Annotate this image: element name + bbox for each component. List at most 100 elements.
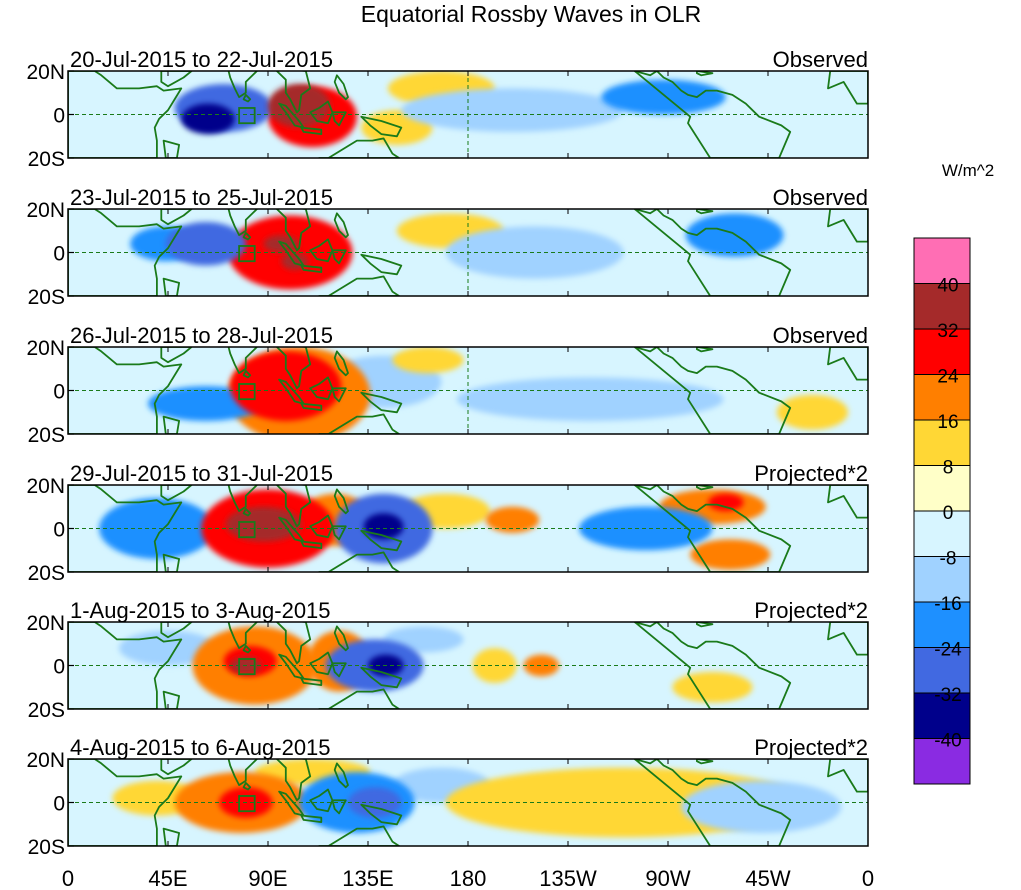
colorbar-swatch <box>913 738 971 785</box>
coastline <box>333 350 349 377</box>
coastline <box>160 347 193 364</box>
colorbar-label: 24 <box>937 367 959 388</box>
reference-box <box>238 107 256 125</box>
panel-kind: Projected*2 <box>754 598 868 623</box>
coastline <box>633 71 792 158</box>
panel-kind: Observed <box>773 185 868 210</box>
anomaly-field <box>68 485 868 572</box>
coastline <box>68 622 183 709</box>
coastline <box>360 803 403 826</box>
anomaly-blob <box>401 88 624 132</box>
coastline <box>696 622 714 628</box>
y-tick-label: 20N <box>26 475 65 498</box>
coastlines <box>68 485 868 572</box>
coastline <box>162 277 181 296</box>
panel-stack: 20N 0 20S 20-Jul-2015 to 22-Jul-2015 Observe… <box>26 47 869 859</box>
coastline <box>68 485 183 572</box>
colorbar-label: 32 <box>937 321 958 342</box>
anomaly-blob <box>681 780 842 833</box>
coastline <box>242 645 252 654</box>
coastline <box>827 485 868 519</box>
anomaly-blob <box>472 648 517 683</box>
y-tick-label: 20N <box>26 337 65 360</box>
colorbar-swatch <box>913 374 971 421</box>
coastline <box>227 485 312 528</box>
coastlines <box>68 622 868 709</box>
anomaly-blob <box>445 226 624 279</box>
panel-date-range: 23-Jul-2015 to 25-Jul-2015 <box>70 185 333 210</box>
panel-kind: Observed <box>773 47 868 72</box>
x-tick-label: 45W <box>745 866 790 890</box>
panel-1: 20N 0 20S 20-Jul-2015 to 22-Jul-2015 Observe… <box>26 47 869 171</box>
coastline <box>331 525 347 541</box>
coastline <box>160 622 193 639</box>
panel-kind: Projected*2 <box>754 735 868 760</box>
coastline <box>331 111 347 127</box>
coastline <box>333 762 349 789</box>
x-tick-label: 135E <box>342 866 393 890</box>
coastline <box>160 71 194 88</box>
colorbar-label: 16 <box>937 412 958 433</box>
coastline <box>227 71 312 114</box>
panel-5: 20N 0 20S 1-Aug-2015 to 3-Aug-2015 Projected… <box>26 598 869 722</box>
coastline <box>333 625 349 652</box>
coastline <box>68 71 183 158</box>
anomaly-field <box>68 622 868 709</box>
coastline <box>360 115 403 138</box>
anomaly-blob <box>348 787 402 818</box>
coastline <box>300 402 323 412</box>
coastline <box>68 209 183 296</box>
anomaly-blob <box>181 103 235 135</box>
coastline <box>300 814 323 823</box>
coastline <box>227 209 312 252</box>
anomaly-blob <box>690 539 771 570</box>
coastline <box>331 387 347 403</box>
coastline <box>360 253 403 276</box>
x-tick-label: 45E <box>148 866 187 890</box>
anomaly-blob <box>392 347 464 374</box>
colorbar-swatch <box>913 510 971 557</box>
chart-title: Equatorial Rossby Waves in OLR <box>361 1 701 27</box>
coastline <box>300 677 323 686</box>
anomaly-blob <box>601 79 726 115</box>
reference-box <box>238 245 256 263</box>
coastline <box>360 666 403 689</box>
colorbar-swatch <box>913 283 971 330</box>
panel-kind: Projected*2 <box>754 461 868 486</box>
coastline <box>227 622 312 665</box>
y-tick-label: 20N <box>26 61 65 84</box>
coastline <box>360 391 403 414</box>
panel-4: 20N 0 20S 29-Jul-2015 to 31-Jul-2015 Project… <box>26 461 869 585</box>
anomaly-blob <box>165 222 246 266</box>
coastline <box>696 347 714 353</box>
coastline <box>696 485 714 491</box>
coastline <box>633 485 792 572</box>
coastline <box>827 759 868 793</box>
colorbar: W/m^2 40 32 24 16 8 0 -8 -16 -24 -32 -40 <box>913 161 994 785</box>
y-tick-label: 0 <box>53 656 65 679</box>
coastline <box>160 759 193 776</box>
coastline <box>162 690 181 709</box>
x-tick-label: 180 <box>450 866 487 890</box>
colorbar-label: -32 <box>934 685 961 706</box>
colorbar-label: -16 <box>934 594 961 615</box>
y-tick-label: 20S <box>28 286 65 309</box>
y-tick-label: 20N <box>26 199 65 222</box>
coastline <box>827 209 868 243</box>
coastline <box>333 212 349 239</box>
colorbar-label: 0 <box>943 503 954 524</box>
coastline <box>227 759 312 802</box>
y-tick-label: 20S <box>28 699 65 722</box>
y-tick-label: 20N <box>26 749 65 772</box>
reference-box <box>238 383 256 401</box>
coastline <box>68 347 183 434</box>
reference-box <box>238 521 256 539</box>
colorbar-units-label: W/m^2 <box>942 161 994 180</box>
x-tick-label: 135W <box>539 866 597 890</box>
coastline <box>827 622 868 656</box>
coastline <box>300 264 323 274</box>
coastline <box>331 249 347 265</box>
x-tick-label: 0 <box>62 866 74 890</box>
anomaly-field <box>68 759 868 846</box>
y-tick-label: 20S <box>28 424 65 447</box>
